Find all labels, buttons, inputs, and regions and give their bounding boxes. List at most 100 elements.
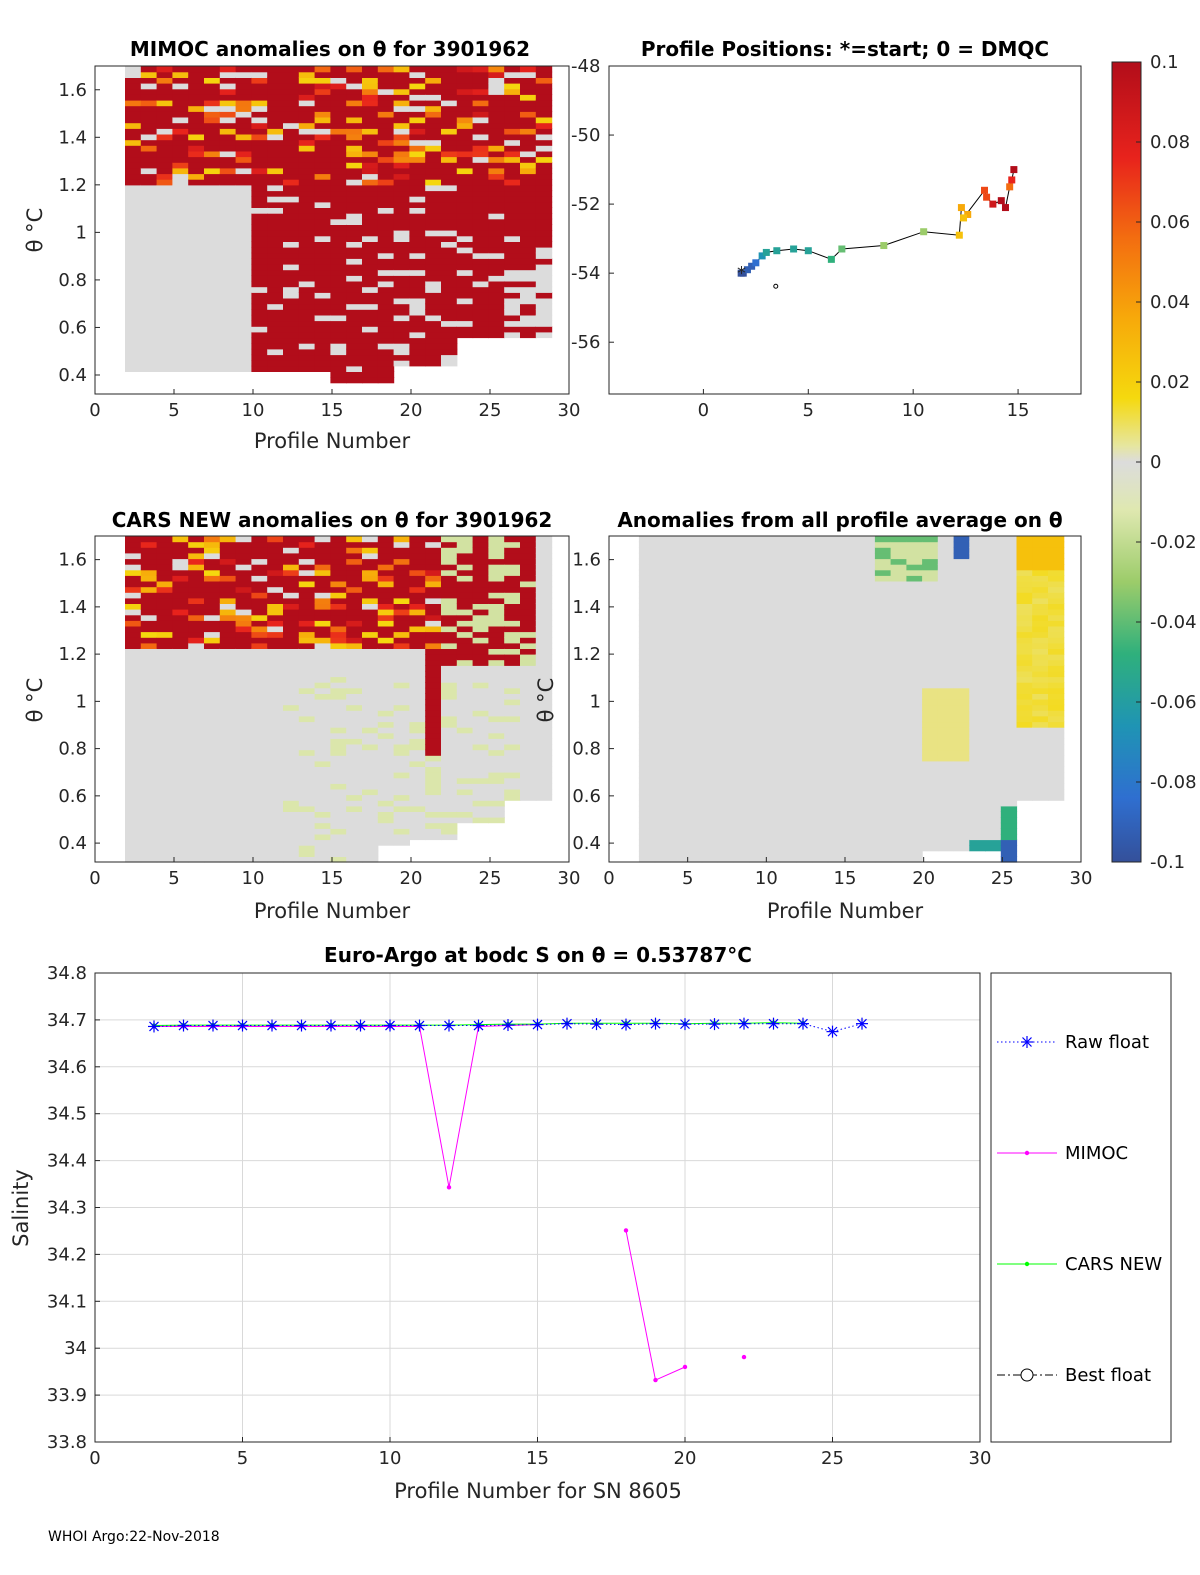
- heat-cell: [251, 156, 268, 163]
- heat-cell: [764, 749, 782, 756]
- colorbar-tick-label: 0.08: [1150, 132, 1190, 153]
- heat-cell: [362, 659, 379, 666]
- y-tick-label: 0.4: [572, 833, 601, 854]
- heat-cell: [922, 693, 939, 700]
- heat-cell: [520, 167, 537, 175]
- heat-cell: [140, 179, 158, 186]
- heat-cell: [362, 569, 379, 576]
- heat-cell: [125, 122, 142, 129]
- heat-cell: [701, 536, 719, 543]
- heat-cell: [330, 303, 347, 310]
- heat-cell: [796, 642, 813, 649]
- heat-cell: [346, 536, 363, 543]
- heat-cell: [172, 252, 189, 259]
- heat-cell: [409, 213, 426, 220]
- heat-cell: [425, 603, 442, 610]
- heat-cell: [922, 558, 939, 565]
- heat-cell: [969, 659, 986, 666]
- heat-cell: [937, 699, 955, 706]
- heat-cell: [425, 201, 442, 208]
- mimoc-title: MIMOC anomalies on θ for 3901962: [130, 37, 530, 61]
- heat-cell: [188, 184, 205, 192]
- heat-cell: [638, 732, 656, 739]
- heat-cell: [267, 145, 284, 152]
- heat-cell: [377, 693, 395, 700]
- heat-cell: [456, 326, 474, 333]
- heat-cell: [985, 805, 1002, 812]
- heat-cell: [346, 309, 363, 316]
- heat-cell: [874, 654, 892, 661]
- heat-cell: [520, 326, 537, 333]
- heat-cell: [456, 552, 474, 560]
- heat-cell: [441, 162, 458, 169]
- heat-cell: [346, 828, 363, 835]
- heat-cell: [874, 564, 892, 571]
- heat-cell: [362, 850, 379, 857]
- heat-cell: [812, 642, 829, 649]
- heat-cell: [890, 575, 907, 582]
- heat-cell: [874, 738, 892, 745]
- heat-cell: [156, 128, 173, 135]
- heat-cell: [267, 235, 284, 242]
- heat-cell: [874, 805, 892, 812]
- heat-cell: [472, 252, 489, 259]
- heat-cell: [906, 597, 923, 604]
- heat-cell: [393, 326, 410, 333]
- heat-cell: [969, 817, 986, 824]
- heat-cell: [922, 744, 939, 751]
- heat-cell: [346, 326, 363, 333]
- heat-cell: [812, 772, 829, 779]
- heat-cell: [330, 263, 347, 271]
- heat-cell: [425, 337, 442, 344]
- heat-cell: [377, 116, 395, 124]
- heat-cell: [377, 631, 395, 638]
- heat-cell: [937, 755, 955, 762]
- heat-cell: [251, 744, 268, 751]
- heat-cell: [283, 213, 300, 220]
- heat-cell: [219, 822, 237, 829]
- heat-cell: [812, 699, 829, 706]
- heat-cell: [922, 575, 939, 582]
- heat-cell: [535, 258, 553, 265]
- heat-cell: [780, 648, 797, 655]
- heat-cell: [654, 850, 671, 857]
- heat-cell: [890, 760, 907, 767]
- heat-cell: [953, 811, 970, 818]
- heat-cell: [267, 693, 284, 700]
- heat-cell: [701, 755, 719, 762]
- heat-cell: [314, 133, 331, 141]
- heat-cell: [535, 631, 553, 638]
- heat-cell: [283, 309, 300, 316]
- heat-cell: [377, 581, 395, 588]
- heat-cell: [874, 828, 892, 835]
- heat-cell: [827, 794, 844, 801]
- heat-cell: [377, 665, 395, 672]
- heat-cell: [283, 343, 300, 350]
- heat-cell: [701, 670, 719, 678]
- data-point: [653, 1377, 658, 1383]
- heat-cell: [488, 783, 505, 790]
- heat-cell: [219, 156, 237, 163]
- heat-cell: [188, 732, 205, 739]
- heat-cell: [827, 558, 844, 565]
- y-tick-label: -54: [571, 263, 600, 284]
- x-tick-label: 10: [242, 868, 265, 889]
- heat-cell: [701, 721, 719, 728]
- heat-cell: [472, 693, 489, 700]
- heat-cell: [156, 224, 173, 231]
- heat-cell: [346, 665, 363, 672]
- heat-cell: [969, 558, 986, 565]
- heat-cell: [504, 631, 521, 638]
- heat-cell: [520, 184, 537, 192]
- footer-stamp: WHOI Argo:22-Nov-2018: [48, 1529, 220, 1545]
- heat-cell: [472, 536, 489, 543]
- heat-cell: [204, 721, 221, 728]
- heat-cell: [188, 749, 205, 756]
- heat-cell: [686, 794, 703, 801]
- heat-cell: [504, 99, 521, 107]
- heat-cell: [1016, 536, 1033, 543]
- heat-cell: [670, 552, 687, 560]
- heat-cell: [1016, 676, 1033, 683]
- heat-cell: [204, 631, 221, 638]
- heat-cell: [670, 738, 687, 745]
